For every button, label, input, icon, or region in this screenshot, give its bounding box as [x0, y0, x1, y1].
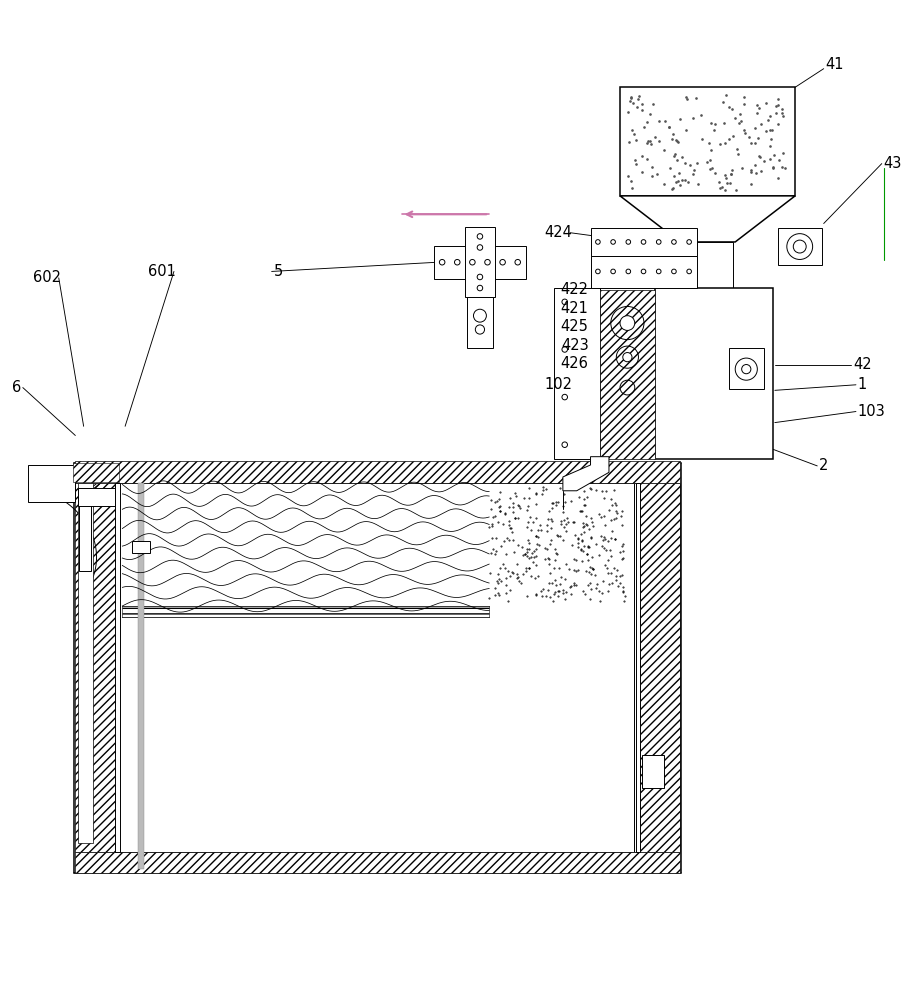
Bar [138, 483, 144, 869]
Bar [434, 246, 526, 279]
Text: 102: 102 [544, 377, 572, 392]
Polygon shape [563, 457, 609, 491]
Bar [620, 87, 795, 196]
Text: 422: 422 [560, 282, 589, 297]
Bar [115, 483, 120, 852]
Bar [591, 228, 697, 256]
Text: 424: 424 [545, 225, 572, 240]
Bar [642, 755, 665, 788]
Bar [78, 488, 115, 506]
Circle shape [742, 365, 751, 374]
Bar [682, 242, 734, 319]
Text: 426: 426 [561, 356, 589, 371]
Text: 1: 1 [857, 377, 867, 392]
Circle shape [620, 316, 635, 330]
Text: 103: 103 [857, 404, 885, 419]
Bar [729, 348, 764, 389]
Bar [76, 461, 680, 483]
Polygon shape [620, 196, 795, 242]
Text: 41: 41 [825, 57, 844, 72]
Text: 602: 602 [32, 270, 61, 285]
Bar [641, 483, 680, 852]
Text: 423: 423 [561, 338, 589, 353]
Bar [73, 463, 119, 482]
Bar [76, 852, 680, 873]
Bar [465, 227, 495, 297]
Bar [600, 290, 655, 459]
Bar [79, 502, 91, 571]
Text: 43: 43 [883, 156, 902, 171]
Bar [29, 465, 76, 502]
Bar [76, 483, 115, 852]
Circle shape [623, 353, 632, 362]
Bar [591, 256, 697, 288]
Bar [777, 228, 821, 265]
Bar [467, 297, 493, 348]
Text: 6: 6 [12, 380, 21, 395]
Text: 421: 421 [561, 301, 589, 316]
Text: 2: 2 [819, 458, 829, 473]
Bar [123, 606, 489, 617]
Bar [655, 288, 773, 459]
Bar [132, 541, 150, 553]
Text: 425: 425 [561, 319, 589, 334]
Text: 601: 601 [148, 264, 175, 279]
Bar [636, 483, 641, 852]
Bar [554, 288, 600, 459]
Text: 5: 5 [273, 264, 282, 279]
Bar [117, 483, 634, 852]
Bar [78, 483, 93, 843]
Text: 42: 42 [853, 357, 872, 372]
